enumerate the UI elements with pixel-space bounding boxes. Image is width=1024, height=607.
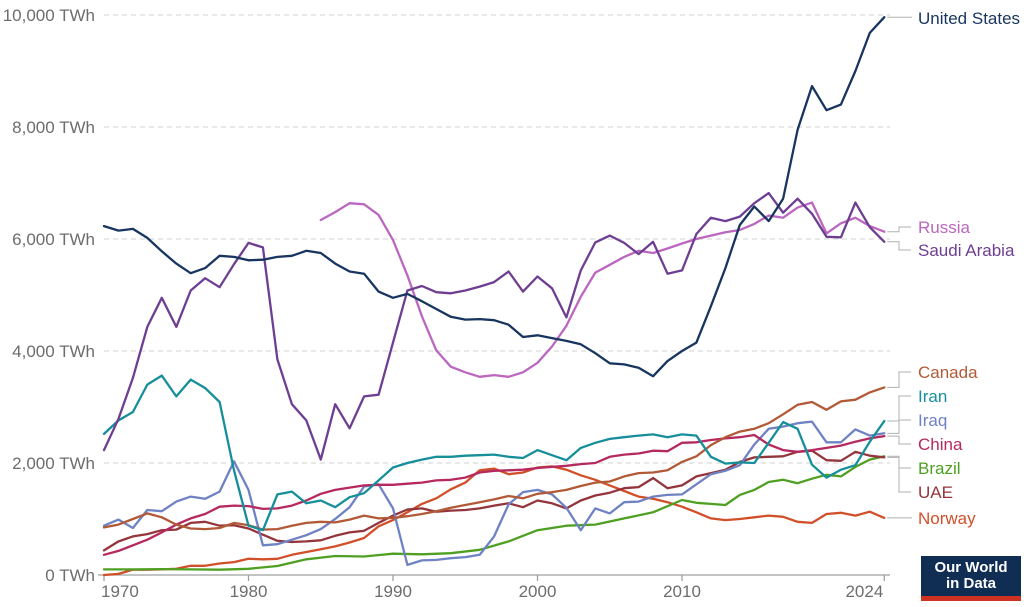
series-lines <box>102 16 886 577</box>
y-axis-tick-label: 2,000 TWh <box>12 454 95 473</box>
legend-label-uae[interactable]: UAE <box>918 483 953 502</box>
x-axis-tick-label: 1990 <box>374 582 412 601</box>
legend-connector-china <box>887 435 911 445</box>
series-line-united-states[interactable] <box>102 16 886 378</box>
series-line-saudi-arabia[interactable] <box>102 191 886 461</box>
owid-logo[interactable]: Our World in Data <box>921 556 1021 601</box>
legend-connector-uae <box>887 456 911 493</box>
series-line-china[interactable] <box>102 433 886 556</box>
series-line-iraq[interactable] <box>102 420 886 567</box>
owid-logo-line1: Our World <box>934 559 1008 576</box>
series-line-brazil[interactable] <box>102 455 886 571</box>
x-axis-tick-label: 2024 <box>845 582 883 601</box>
series-line-canada[interactable] <box>102 386 886 531</box>
x-axis-tick-label: 2010 <box>663 582 701 601</box>
y-axis-tick-label: 8,000 TWh <box>12 118 95 137</box>
y-axis-tick-label: 0 TWh <box>45 566 95 585</box>
axes: 10,000 TWh 8,000 TWh 6,000 TWh 4,000 TWh 2,0… <box>3 6 890 601</box>
legend-connector-canada <box>887 371 911 388</box>
legend-label-united-states[interactable]: United States <box>918 9 1020 28</box>
legend-label-iran[interactable]: Iran <box>918 387 947 406</box>
x-axis-tick-label: 2000 <box>519 582 557 601</box>
legend-label-norway[interactable]: Norway <box>918 509 976 528</box>
x-axis-tick-label: 1970 <box>101 582 139 601</box>
legend-label-china[interactable]: China <box>918 435 963 454</box>
gridlines <box>104 14 890 464</box>
legend-connector-russia <box>887 226 911 233</box>
series-line-russia[interactable] <box>319 201 886 378</box>
legend-label-russia[interactable]: Russia <box>918 218 971 237</box>
series-line-uae[interactable] <box>102 449 886 552</box>
y-axis-tick-label: 6,000 TWh <box>12 230 95 249</box>
legend-label-canada[interactable]: Canada <box>918 363 978 382</box>
owid-logo-line2: in Data <box>945 575 996 592</box>
legend-connector-iraq <box>887 419 911 434</box>
legend-label-iraq[interactable]: Iraq <box>918 411 947 430</box>
legend-label-brazil[interactable]: Brazil <box>918 459 961 478</box>
series-line-iran[interactable] <box>102 374 886 532</box>
legend: United States Russia Saudi Arabia Canada Ira… <box>887 9 1020 528</box>
y-axis-tick-label: 4,000 TWh <box>12 342 95 361</box>
series-line-norway[interactable] <box>102 465 886 577</box>
legend-connector-saudi-arabia <box>887 241 911 251</box>
y-axis-tick-label: 10,000 TWh <box>3 6 95 25</box>
legend-connector-iran <box>887 395 911 422</box>
legend-label-saudi-arabia[interactable]: Saudi Arabia <box>918 241 1015 260</box>
x-axis-tick-label: 1980 <box>230 582 268 601</box>
